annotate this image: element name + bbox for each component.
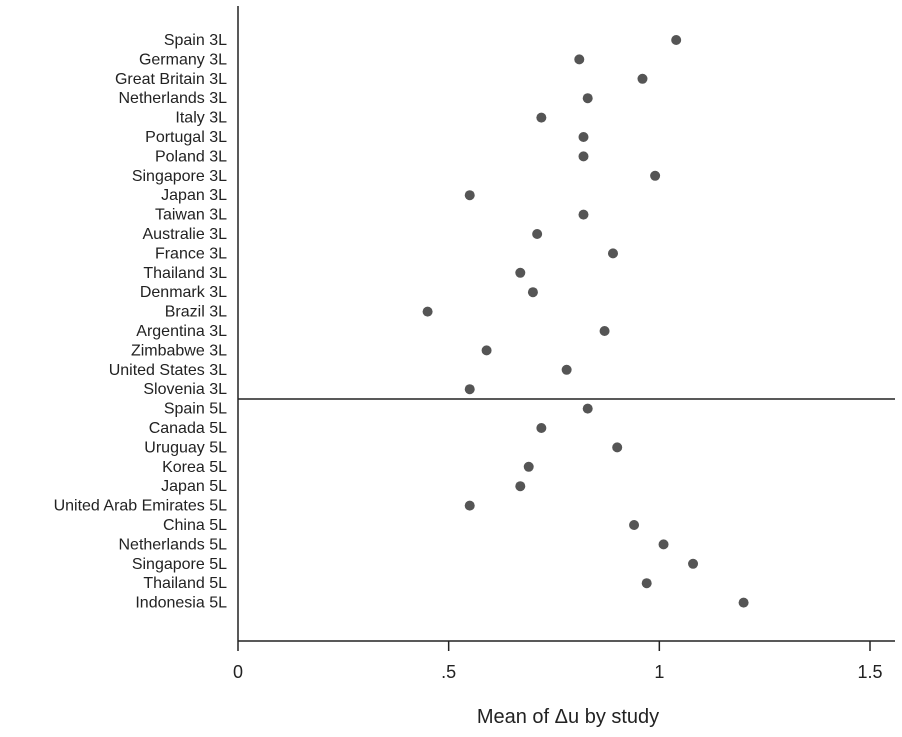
data-point: [738, 597, 749, 608]
data-point: [515, 267, 526, 278]
category-label: Argentina 3L: [136, 323, 227, 340]
category-label: Great Britain 3L: [115, 71, 227, 88]
data-point: [523, 461, 534, 472]
data-point: [650, 170, 661, 181]
category-label: Uruguay 5L: [144, 439, 227, 456]
data-point: [561, 364, 572, 375]
category-label: Spain 3L: [164, 32, 227, 49]
category-label: Japan 5L: [161, 478, 227, 495]
data-point: [607, 248, 618, 259]
data-point: [599, 326, 610, 336]
data-point: [688, 558, 699, 569]
data-markers: [422, 35, 749, 608]
category-labels: Spain 3L Germany 3L Great Britain 3L Nether…: [54, 32, 228, 612]
category-label: Spain 5L: [164, 401, 227, 418]
category-label: China 5L: [163, 517, 227, 534]
category-label: Canada 5L: [149, 420, 227, 437]
data-point: [515, 481, 526, 492]
category-label: France 3L: [155, 245, 227, 262]
x-tick-label: 1.5: [857, 662, 882, 682]
data-point: [536, 112, 547, 123]
category-label: United States 3L: [109, 362, 227, 379]
category-label: Denmark 3L: [140, 284, 227, 301]
category-label: Singapore 5L: [132, 556, 227, 573]
data-point: [464, 384, 475, 395]
data-point: [578, 209, 589, 220]
data-point: [464, 500, 475, 511]
category-label: Korea 5L: [162, 459, 227, 476]
category-label: Netherlands 3L: [118, 90, 227, 107]
data-point: [637, 73, 648, 84]
category-label: Thailand 3L: [143, 265, 227, 282]
x-tick-label: 0: [233, 662, 243, 682]
data-point: [641, 578, 652, 589]
data-point: [422, 306, 433, 317]
category-label: Zimbabwe 3L: [131, 342, 227, 359]
data-point: [582, 93, 593, 104]
x-tick-label: .5: [441, 662, 456, 682]
category-label: Brazil 3L: [165, 304, 227, 321]
data-point: [658, 539, 669, 550]
data-point: [671, 35, 682, 45]
category-label: Japan 3L: [161, 187, 227, 204]
category-label: Portugal 3L: [145, 129, 227, 146]
data-point: [629, 520, 640, 530]
category-label: Thailand 5L: [143, 575, 227, 592]
data-point: [527, 287, 538, 298]
data-point: [481, 345, 492, 356]
data-point: [532, 229, 543, 239]
category-label: Italy 3L: [175, 110, 227, 127]
category-label: United Arab Emirates 5L: [54, 498, 228, 515]
category-label: Slovenia 3L: [143, 381, 227, 398]
data-point: [574, 54, 585, 65]
data-point: [578, 151, 589, 162]
category-label: Poland 3L: [155, 148, 227, 165]
category-label: Germany 3L: [139, 51, 227, 68]
category-label: Indonesia 5L: [135, 595, 227, 612]
x-axis-title: Mean of Δu by study: [477, 706, 659, 728]
x-tick-label: 1: [654, 662, 664, 682]
x-axis-ticks: 0 .5 1 1.5: [233, 641, 883, 682]
category-label: Singapore 3L: [132, 168, 227, 185]
data-point: [464, 190, 475, 201]
data-point: [578, 132, 589, 142]
data-point: [582, 403, 593, 414]
data-point: [536, 423, 547, 433]
category-label: Netherlands 5L: [118, 536, 227, 553]
data-point: [612, 442, 623, 453]
category-label: Taiwan 3L: [155, 207, 227, 224]
category-label: Australie 3L: [143, 226, 228, 243]
